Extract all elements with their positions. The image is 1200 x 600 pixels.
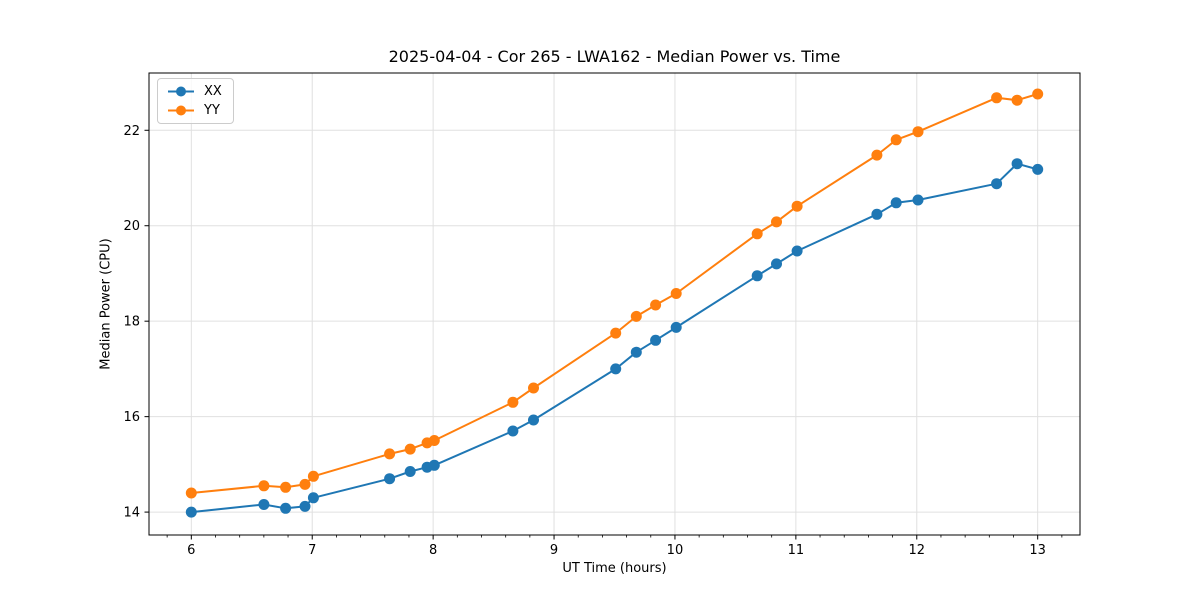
data-point-yy bbox=[307, 470, 319, 482]
data-point-xx bbox=[771, 258, 782, 270]
data-point-yy bbox=[185, 487, 197, 499]
data-point-yy bbox=[751, 228, 763, 240]
data-point-xx bbox=[307, 492, 319, 504]
data-point-yy bbox=[871, 149, 883, 161]
legend-line-marker-icon bbox=[168, 86, 194, 97]
x-tick-label: 12 bbox=[908, 543, 925, 558]
legend-line-marker-icon bbox=[168, 105, 194, 116]
axes-spines bbox=[148, 72, 1081, 536]
data-point-xx bbox=[404, 466, 416, 477]
x-tick-label: 7 bbox=[308, 543, 316, 558]
y-axis-label: Median Power (CPU) bbox=[98, 238, 114, 370]
data-point-yy bbox=[890, 134, 902, 146]
y-tick-label: 22 bbox=[123, 124, 140, 139]
data-point-xx bbox=[1032, 163, 1044, 175]
data-point-xx bbox=[384, 473, 396, 485]
data-point-xx bbox=[528, 414, 539, 426]
data-point-xx bbox=[670, 321, 682, 333]
data-point-xx bbox=[650, 334, 662, 346]
y-tick-label: 14 bbox=[123, 506, 140, 521]
data-point-xx bbox=[428, 459, 440, 471]
data-point-xx bbox=[507, 425, 519, 437]
data-point-xx bbox=[1011, 158, 1023, 170]
y-tick-label: 20 bbox=[123, 219, 140, 234]
legend-entry-xx: XX bbox=[167, 84, 222, 99]
x-tick-label: 8 bbox=[429, 543, 437, 558]
data-point-yy bbox=[991, 92, 1003, 104]
data-point-xx bbox=[630, 346, 642, 358]
data-point-xx bbox=[912, 194, 924, 206]
data-point-yy bbox=[507, 396, 519, 408]
chart-title: 2025-04-04 - Cor 265 - LWA162 - Median P… bbox=[388, 47, 841, 66]
data-point-xx bbox=[991, 178, 1003, 190]
series-line-yy bbox=[191, 93, 1038, 494]
data-point-yy bbox=[610, 327, 622, 339]
data-point-yy bbox=[630, 310, 642, 322]
legend: XX YY bbox=[157, 78, 234, 124]
x-tick-label: 11 bbox=[788, 543, 805, 558]
data-point-yy bbox=[1032, 88, 1044, 100]
data-point-yy bbox=[771, 216, 782, 228]
data-point-yy bbox=[528, 382, 539, 394]
data-point-xx bbox=[258, 499, 270, 510]
data-point-yy bbox=[299, 478, 311, 490]
data-point-yy bbox=[404, 443, 416, 455]
x-axis-label: UT Time (hours) bbox=[562, 561, 667, 576]
data-point-xx bbox=[299, 500, 311, 512]
data-point-xx bbox=[791, 245, 803, 257]
data-point-yy bbox=[670, 288, 682, 299]
data-point-yy bbox=[650, 299, 662, 311]
data-point-xx bbox=[280, 502, 292, 514]
data-point-yy bbox=[280, 481, 292, 493]
legend-label-xx: XX bbox=[204, 84, 222, 99]
data-point-yy bbox=[258, 480, 270, 492]
x-tick-label: 13 bbox=[1029, 543, 1046, 558]
x-tick-label: 9 bbox=[550, 543, 558, 558]
x-tick-label: 10 bbox=[667, 543, 684, 558]
data-point-yy bbox=[912, 126, 924, 138]
x-tick-label: 6 bbox=[187, 543, 195, 558]
data-point-yy bbox=[791, 200, 803, 212]
y-tick-label: 18 bbox=[123, 315, 140, 330]
data-point-yy bbox=[428, 435, 440, 446]
legend-entry-yy: YY bbox=[167, 103, 222, 118]
y-tick-label: 16 bbox=[123, 410, 140, 425]
data-point-yy bbox=[384, 448, 396, 460]
data-point-xx bbox=[871, 208, 883, 220]
data-point-xx bbox=[890, 197, 902, 209]
data-point-xx bbox=[185, 506, 197, 518]
data-point-xx bbox=[610, 363, 622, 375]
legend-label-yy: YY bbox=[204, 103, 220, 118]
data-point-yy bbox=[1011, 94, 1023, 106]
data-point-xx bbox=[751, 270, 763, 282]
